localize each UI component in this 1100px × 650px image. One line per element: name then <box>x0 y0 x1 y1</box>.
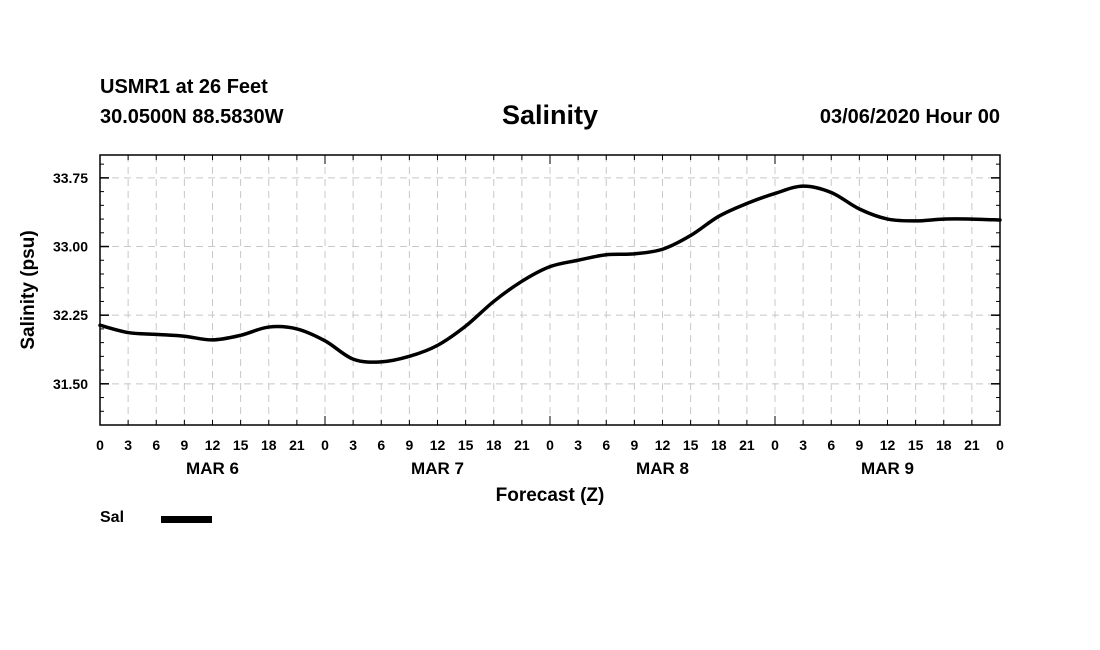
x-tick-label: 9 <box>405 437 413 453</box>
x-tick-label: 0 <box>96 437 104 453</box>
x-tick-label: 6 <box>152 437 160 453</box>
chart-title: Salinity <box>501 100 599 130</box>
x-tick-label: 18 <box>486 437 502 453</box>
x-tick-label: 21 <box>739 437 755 453</box>
coordinates-label: 30.0500N 88.5830W <box>100 106 284 128</box>
x-tick-label: 15 <box>233 437 249 453</box>
y-tick-label: 32.25 <box>53 307 88 323</box>
x-tick-label: 0 <box>996 437 1004 453</box>
legend-label: Sal <box>100 509 125 526</box>
x-tick-label: 3 <box>124 437 132 453</box>
y-tick-label: 33.00 <box>53 239 88 255</box>
y-axis-title: Salinity (psu) <box>18 230 39 349</box>
x-tick-label: 6 <box>827 437 835 453</box>
x-tick-label: 21 <box>964 437 980 453</box>
x-axis-title: Forecast (Z) <box>496 485 605 506</box>
x-tick-label: 9 <box>630 437 638 453</box>
x-tick-label: 12 <box>655 437 671 453</box>
x-tick-label: 21 <box>289 437 305 453</box>
station-label: USMR1 at 26 Feet <box>100 76 268 98</box>
x-tick-label: 0 <box>321 437 329 453</box>
day-label: MAR 6 <box>186 459 239 478</box>
x-tick-label: 12 <box>430 437 446 453</box>
forecast-datetime: 03/06/2020 Hour 00 <box>819 106 1000 128</box>
day-label: MAR 8 <box>636 459 689 478</box>
series-line-sal <box>98 184 1002 364</box>
x-tick-label: 6 <box>377 437 385 453</box>
x-tick-label: 15 <box>683 437 699 453</box>
x-tick-label: 18 <box>711 437 727 453</box>
x-tick-label: 3 <box>574 437 582 453</box>
x-tick-label: 0 <box>771 437 779 453</box>
x-tick-label: 21 <box>514 437 530 453</box>
x-tick-label: 18 <box>261 437 277 453</box>
y-tick-label: 31.50 <box>53 376 88 392</box>
x-tick-label: 6 <box>602 437 610 453</box>
x-tick-label: 9 <box>180 437 188 453</box>
x-tick-label: 18 <box>936 437 952 453</box>
x-tick-label: 15 <box>458 437 474 453</box>
x-tick-label: 15 <box>908 437 924 453</box>
legend-swatch <box>161 516 212 523</box>
x-tick-label: 3 <box>349 437 357 453</box>
day-label: MAR 9 <box>861 459 914 478</box>
x-tick-label: 9 <box>855 437 863 453</box>
x-tick-label: 12 <box>880 437 896 453</box>
x-tick-label: 3 <box>799 437 807 453</box>
x-tick-label: 12 <box>205 437 221 453</box>
x-tick-label: 0 <box>546 437 554 453</box>
day-label: MAR 7 <box>411 459 464 478</box>
y-tick-label: 33.75 <box>53 170 88 186</box>
